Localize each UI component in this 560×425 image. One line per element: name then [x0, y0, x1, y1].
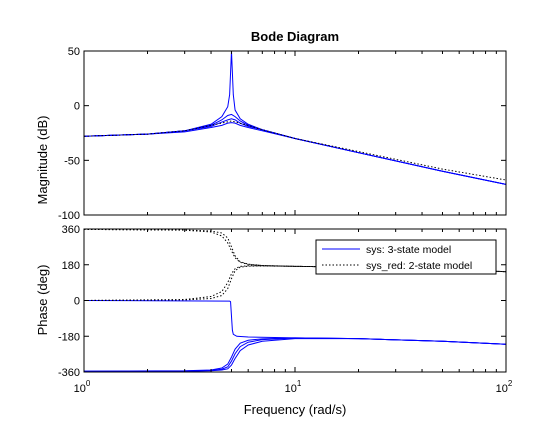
- xtick-label: 102: [496, 379, 513, 395]
- legend-label-sys: sys: 3-state model: [366, 244, 451, 256]
- legend-label-sys-red: sys_red: 2-state model: [366, 260, 472, 272]
- phase-ylabel: Phase (deg): [35, 265, 50, 336]
- magnitude-curves: [84, 51, 506, 184]
- xtick-label: 101: [285, 379, 302, 395]
- chart-title: Bode Diagram: [251, 29, 339, 44]
- xtick-label-base: 10: [285, 383, 297, 395]
- magnitude-axes-box: [84, 51, 506, 215]
- magnitude-ytick-label: 50: [68, 46, 80, 58]
- magnitude-ytick-label: -50: [64, 155, 80, 167]
- phase-ytick-label: 180: [62, 260, 80, 272]
- phase-sys-curve-2: [84, 338, 506, 371]
- phase-ytick-label: 0: [74, 296, 80, 308]
- phase-ytick-label: -360: [58, 367, 80, 379]
- phase-ytick-label: 360: [62, 224, 80, 236]
- magnitude-sys-curve-2: [84, 119, 506, 185]
- phase-sys-curve-3: [84, 339, 506, 372]
- xtick-label-exponent: 0: [86, 379, 91, 388]
- phase-sys-curve-1: [84, 338, 506, 371]
- frequency-xlabel: Frequency (rad/s): [244, 402, 347, 417]
- magnitude-ytick-label: 0: [74, 101, 80, 113]
- magnitude-sys-curve-0: [84, 51, 506, 184]
- phase-ytick-label: -180: [58, 331, 80, 343]
- magnitude-sys-curve-1: [84, 114, 506, 184]
- xtick-label-exponent: 2: [508, 379, 513, 388]
- legend: sys: 3-state model sys_red: 2-state mode…: [316, 240, 496, 274]
- xtick-label-exponent: 1: [297, 379, 302, 388]
- frequency-ticks: 100 101 102: [74, 379, 513, 395]
- magnitude-axes: -100 -50 0 50: [58, 46, 506, 222]
- xtick-label-base: 10: [74, 383, 86, 395]
- magnitude-sys-curve-3: [84, 123, 506, 185]
- magnitude-ytick-label: -100: [58, 210, 80, 222]
- xtick-label-base: 10: [496, 383, 508, 395]
- magnitude-ylabel: Magnitude (dB): [35, 116, 50, 205]
- xtick-label: 100: [74, 379, 91, 395]
